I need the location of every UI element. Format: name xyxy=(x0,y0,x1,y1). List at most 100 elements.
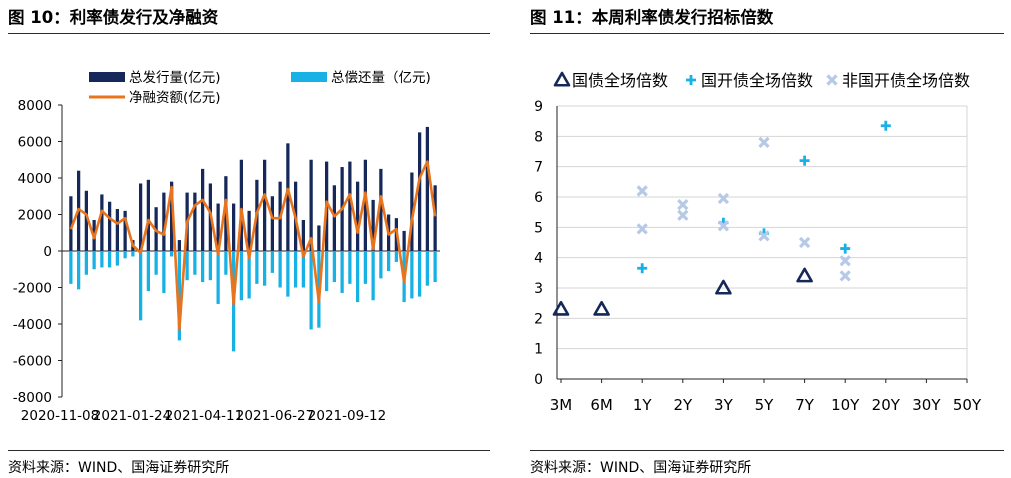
y-tick-label: 2 xyxy=(534,311,543,327)
x-tick-label: 2021-04-11 xyxy=(165,408,243,424)
repayment-bar xyxy=(278,251,282,288)
repayment-bar xyxy=(138,251,143,321)
right-source-note: 资料来源：WIND、国海证券研究所 xyxy=(530,460,752,476)
y-tick-label: 6000 xyxy=(18,135,52,151)
x-tick-label: 5Y xyxy=(755,396,775,414)
repayment-bar xyxy=(371,251,375,301)
issuance-bar xyxy=(115,209,120,251)
repayment-bar xyxy=(286,251,290,297)
issuance-bar xyxy=(371,199,375,251)
legend-swatch xyxy=(291,72,327,82)
legend-label: 净融资额(亿元) xyxy=(129,90,221,106)
issuance-bar xyxy=(317,225,321,251)
issuance-bar xyxy=(69,196,73,251)
repayment-bar xyxy=(324,251,329,292)
legend-marker xyxy=(686,75,696,85)
issuance-bar xyxy=(410,172,414,251)
repayment-bar xyxy=(270,251,275,273)
x-tick-label: 7Y xyxy=(795,396,815,414)
issuance-bar xyxy=(239,159,244,251)
repayment-bar xyxy=(410,251,414,299)
issuance-bar xyxy=(231,203,236,251)
repayment-bar xyxy=(293,251,298,288)
x-tick-label: 3M xyxy=(550,396,573,414)
issuance-bar xyxy=(355,181,360,251)
y-tick-label: 8 xyxy=(534,129,543,145)
issuance-bar xyxy=(332,185,337,251)
x-tick-label: 2021-06-27 xyxy=(236,408,314,424)
x-tick-label: 50Y xyxy=(953,396,982,414)
repayment-bar xyxy=(239,251,244,301)
issuance-bar xyxy=(262,159,267,251)
repayment-bar xyxy=(107,251,112,268)
y-tick-label: 1 xyxy=(534,342,543,358)
repayment-bar xyxy=(433,251,437,283)
legend-marker xyxy=(553,71,571,87)
repayment-bar xyxy=(69,251,73,284)
non-cdb-bid-point xyxy=(677,209,689,221)
issuance-bar xyxy=(84,190,89,251)
y-tick-label: 9 xyxy=(534,99,543,115)
right-title-rule xyxy=(530,33,1004,34)
repayment-bar xyxy=(425,251,430,286)
x-tick-label: 2020-11-08 xyxy=(21,408,99,424)
issuance-bar xyxy=(162,192,166,251)
issuance-bar xyxy=(177,240,182,251)
legend-label: 总偿还量（亿元) xyxy=(331,70,431,86)
repayment-bar xyxy=(332,251,337,283)
repayment-bar xyxy=(208,251,213,281)
repayment-bar xyxy=(115,251,120,266)
repayment-bar xyxy=(386,251,391,272)
issuance-bar xyxy=(247,210,251,251)
net-financing-line xyxy=(69,160,437,331)
treasury-bid-point xyxy=(593,300,610,316)
x-tick-label: 2Y xyxy=(673,396,693,414)
issuance-bar xyxy=(100,194,104,251)
repayment-bar xyxy=(363,251,368,284)
repayment-bar xyxy=(394,251,399,262)
x-tick-label: 2021-01-24 xyxy=(93,408,171,424)
repayment-bar xyxy=(262,251,267,286)
issuance-bar xyxy=(146,179,151,251)
x-tick-label: 20Y xyxy=(872,396,901,414)
x-tick-label: 6M xyxy=(590,396,613,414)
legend-label: 非国开债全场倍数 xyxy=(842,71,970,90)
issuance-bar xyxy=(309,159,313,251)
x-tick-label: 10Y xyxy=(831,396,860,414)
issuance-bar xyxy=(107,201,112,251)
y-tick-label: 4 xyxy=(534,251,543,267)
x-tick-label: 3Y xyxy=(714,396,734,414)
repayment-bar xyxy=(224,251,228,275)
repayment-bar xyxy=(162,251,166,293)
legend-label: 国开债全场倍数 xyxy=(701,71,813,90)
left-chart-title: 图 10：利率债发行及净融资 xyxy=(8,8,219,27)
repayment-bar xyxy=(255,251,259,284)
repayment-bar xyxy=(309,251,313,330)
non-cdb-bid-point xyxy=(758,136,770,149)
right-chart-title: 图 11：本周利率债发行招标倍数 xyxy=(530,8,774,27)
repayment-bar xyxy=(340,251,344,293)
issuance-bar xyxy=(363,159,368,251)
issuance-bar xyxy=(200,168,205,251)
repayment-bar xyxy=(154,251,158,275)
non-cdb-bid-point xyxy=(758,230,770,242)
issuance-bar xyxy=(425,126,430,251)
cdb-bid-point xyxy=(880,120,891,131)
issuance-bar xyxy=(193,192,197,251)
y-tick-label: 0 xyxy=(43,244,52,260)
issuance-bar xyxy=(270,196,275,251)
x-tick-label: 30Y xyxy=(912,396,941,414)
repayment-bar xyxy=(247,251,251,299)
issuance-bar xyxy=(417,132,422,251)
non-cdb-bid-point xyxy=(717,220,730,232)
legend-swatch xyxy=(89,72,125,82)
legend-label: 国债全场倍数 xyxy=(572,71,668,90)
repayment-bar xyxy=(169,251,174,257)
treasury-bid-point xyxy=(552,300,570,316)
y-tick-label: -4000 xyxy=(13,317,52,333)
left-title-rule xyxy=(8,33,490,34)
treasury-bid-point xyxy=(796,267,813,283)
issuance-bar xyxy=(433,185,437,251)
